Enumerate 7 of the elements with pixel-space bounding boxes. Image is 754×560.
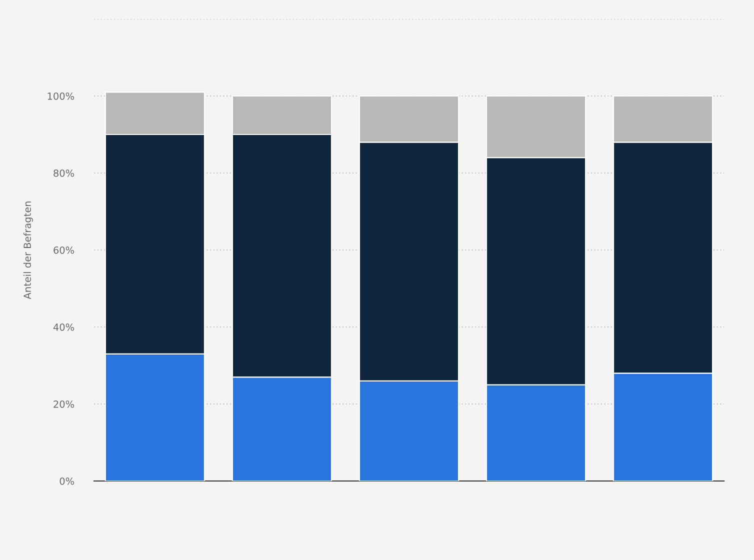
y-axis-title: Anteil der Befragten bbox=[23, 202, 33, 300]
y-tick-label: 100% bbox=[48, 92, 74, 100]
y-tick-label: 20% bbox=[54, 400, 74, 408]
y-tick-label: 0% bbox=[60, 477, 74, 485]
y-tick-label: 40% bbox=[53, 323, 74, 331]
y-tick-label: 80% bbox=[54, 169, 74, 177]
y-tick-label: 60% bbox=[54, 246, 74, 254]
